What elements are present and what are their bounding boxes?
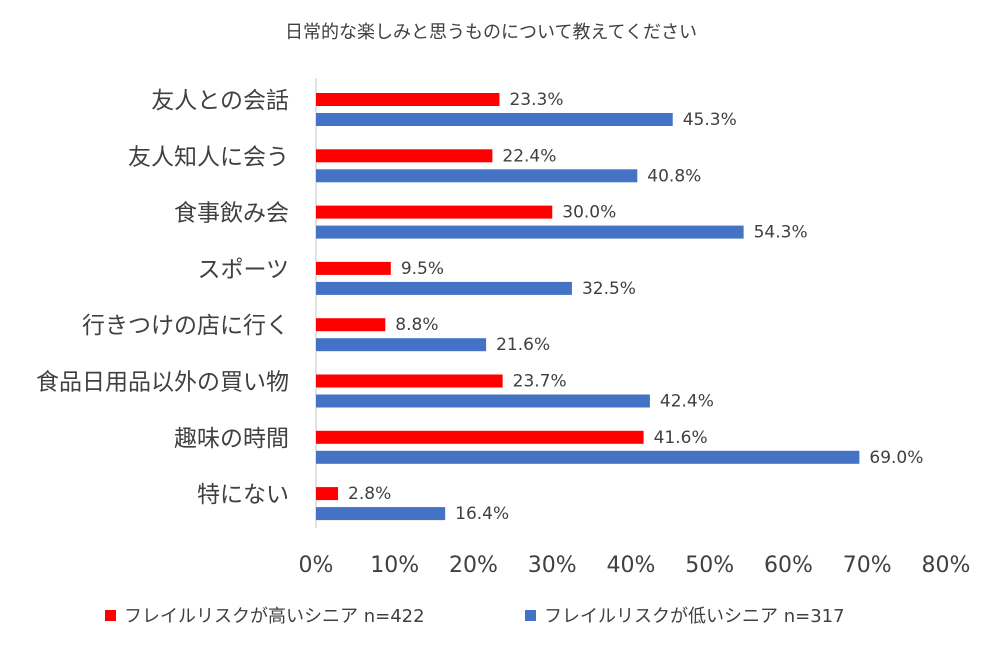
data-label-high-risk: 9.5%: [401, 259, 444, 279]
data-label-high-risk: 2.8%: [348, 484, 391, 504]
data-label-low-risk: 21.6%: [496, 335, 550, 355]
x-tick-label: 0%: [299, 553, 334, 578]
legend-label-high-risk: フレイルリスクが高いシニア n=422: [124, 606, 425, 627]
legend-label-low-risk: フレイルリスクが低いシニア n=317: [544, 606, 845, 627]
data-label-low-risk: 40.8%: [647, 166, 701, 186]
bar-high-risk: [316, 149, 493, 163]
bar-high-risk: [316, 318, 386, 332]
category-label: スポーツ: [197, 257, 289, 283]
category-label: 趣味の時間: [174, 426, 289, 452]
data-label-low-risk: 42.4%: [660, 392, 714, 412]
bar-high-risk: [316, 487, 339, 501]
data-label-low-risk: 16.4%: [455, 504, 509, 524]
category-label: 食事飲み会: [174, 201, 289, 227]
category-label: 友人との会話: [151, 88, 289, 114]
category-label: 友人知人に会う: [128, 144, 289, 170]
category-label: 特にない: [197, 482, 289, 508]
data-label-low-risk: 54.3%: [754, 223, 808, 243]
x-tick-label: 10%: [370, 553, 419, 578]
bar-high-risk: [316, 93, 500, 106]
legend-swatch-low-risk: [525, 610, 536, 621]
x-tick-label: 40%: [607, 553, 656, 578]
bar-low-risk: [316, 450, 860, 464]
x-tick-label: 30%: [528, 553, 577, 578]
data-label-high-risk: 30.0%: [562, 203, 616, 223]
legend-swatch-high-risk: [105, 610, 116, 621]
data-label-low-risk: 69.0%: [869, 448, 923, 468]
data-label-low-risk: 32.5%: [582, 279, 636, 299]
bar-low-risk: [316, 338, 487, 352]
bar-low-risk: [316, 169, 638, 183]
x-tick-label: 60%: [764, 553, 813, 578]
bar-low-risk: [316, 281, 572, 295]
bar-high-risk: [316, 205, 553, 219]
legend: フレイルリスクが高いシニア n=422 フレイルリスクが低いシニア n=317: [105, 606, 845, 627]
bar-high-risk: [316, 261, 391, 275]
data-label-high-risk: 23.3%: [509, 90, 563, 110]
data-label-high-risk: 23.7%: [513, 372, 567, 392]
data-label-high-risk: 8.8%: [395, 315, 438, 335]
category-labels: 友人との会話友人知人に会う食事飲み会スポーツ行きつけの店に行く食品日用品以外の買…: [36, 88, 289, 508]
x-axis-ticks: 0% 10% 20% 30% 40% 50% 60% 70% 80%: [299, 553, 971, 578]
data-label-low-risk: 45.3%: [683, 110, 737, 130]
category-label: 行きつけの店に行く: [82, 313, 289, 339]
x-tick-label: 80%: [922, 553, 971, 578]
bar-low-risk: [316, 394, 650, 408]
x-tick-label: 70%: [843, 553, 892, 578]
bar-high-risk: [316, 374, 503, 388]
category-label: 食品日用品以外の買い物: [36, 370, 289, 396]
data-labels-group: 23.3% 45.3% 22.4% 40.8% 30.0% 54.3% 9.5% 32.5% 8…: [348, 90, 923, 524]
bar-high-risk: [316, 430, 644, 444]
data-label-high-risk: 41.6%: [654, 428, 708, 448]
bars-group: [316, 93, 860, 521]
chart-title: 日常的な楽しみと思うものについて教えてください: [285, 22, 697, 43]
bar-low-risk: [316, 225, 744, 239]
bar-low-risk: [316, 113, 673, 126]
x-tick-label: 20%: [449, 553, 498, 578]
bar-low-risk: [316, 507, 446, 521]
x-tick-label: 50%: [685, 553, 734, 578]
data-label-high-risk: 22.4%: [502, 146, 556, 166]
